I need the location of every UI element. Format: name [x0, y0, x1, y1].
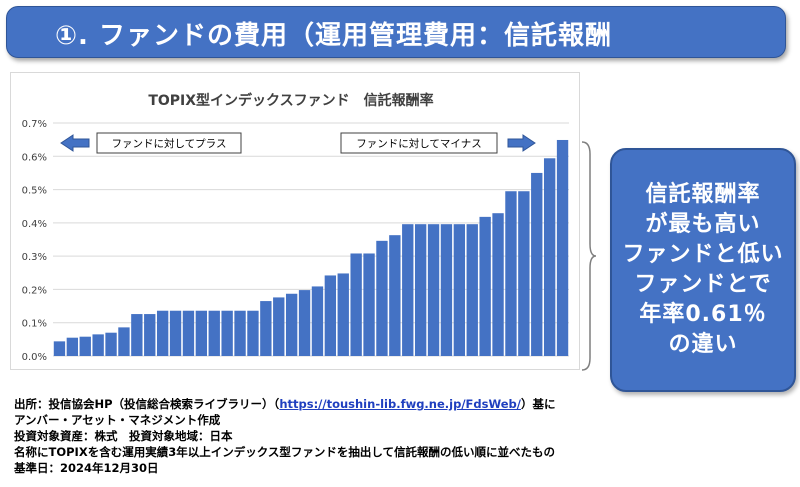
bar [260, 301, 272, 356]
source-link[interactable]: https://toushin-lib.fwg.ne.jp/FdsWeb/ [279, 397, 521, 411]
y-tick-label: 0.4% [22, 219, 47, 230]
bar [543, 158, 556, 356]
bar [350, 253, 362, 356]
chart-area: TOPIX型インデックスファンド 信託報酬率 0.0% 0.1% 0.2% 0.3% 0.… [10, 72, 580, 370]
date-note: 基準日：2024年12月30日 [14, 461, 159, 475]
bar [195, 310, 208, 356]
bar [311, 286, 324, 356]
chart-title: TOPIX型インデックスファンド 信託報酬率 [148, 92, 433, 109]
y-tick-label: 0.7% [22, 119, 47, 130]
title-banner: ①. ファンドの費用（運用管理費用：信託報酬 [6, 6, 786, 58]
bar [556, 139, 569, 356]
bar [337, 273, 349, 356]
bar [453, 224, 466, 356]
bar [285, 293, 298, 356]
bar [92, 334, 104, 356]
left-arrow-icon [60, 134, 90, 152]
bar [234, 310, 246, 356]
author-note: アンバー・アセット・マネジメント作成 [14, 413, 221, 427]
bar [208, 310, 220, 356]
bar [531, 172, 543, 356]
source-prefix: 出所：投信協会HP（投信総合検索ライブラリー）（ [14, 397, 280, 411]
scope-note: 投資対象資産：株式 投資対象地域：日本 [14, 429, 233, 443]
bar [324, 275, 337, 356]
source-note: 出所：投信協会HP（投信総合検索ライブラリー）（https://toushin-… [14, 396, 555, 412]
bar [389, 235, 401, 356]
left-annotation-box [96, 132, 242, 154]
bar [169, 310, 182, 356]
bar [79, 336, 91, 356]
bar [479, 216, 491, 356]
bar-chart: TOPIX型インデックスファンド 信託報酬率 0.0% 0.1% 0.2% 0.3% 0.… [22, 92, 569, 363]
bar [247, 310, 259, 356]
bar [144, 314, 156, 356]
y-tick-label: 0.1% [22, 319, 47, 330]
right-annotation-label: ファンドに対してマイナス [356, 137, 481, 150]
method-note: 名称にTOPIXを含む運用実績3年以上インデックス型ファンドを抽出して信託報酬の… [14, 445, 556, 459]
bar [363, 253, 375, 356]
right-arrow-icon [507, 134, 536, 152]
bar [118, 327, 130, 356]
bar [402, 224, 414, 356]
right-annotation-box [340, 132, 498, 154]
bar [221, 310, 233, 356]
bar [298, 290, 311, 356]
bar [273, 297, 285, 356]
left-annotation-label: ファンドに対してプラス [112, 137, 227, 150]
y-tick-label: 0.6% [22, 152, 47, 163]
bar [131, 314, 143, 356]
source-suffix: ）基に [520, 397, 556, 411]
summary-callout: 信託報酬率 が最も高い ファンドと低い ファンドとで 年率0.61％ の違い [610, 148, 796, 392]
bar [518, 191, 530, 356]
footnotes: 出所：投信協会HP（投信総合検索ライブラリー）（https://toushin-… [14, 396, 555, 476]
bar [376, 240, 388, 356]
bar [53, 341, 66, 356]
brace-icon [581, 141, 597, 371]
bar [492, 213, 504, 356]
y-tick-label: 0.3% [22, 252, 47, 263]
bar [440, 224, 453, 356]
bar [105, 332, 117, 356]
y-tick-label: 0.5% [22, 186, 47, 197]
bar [182, 310, 195, 356]
y-tick-label: 0.2% [22, 285, 47, 296]
page-title: ①. ファンドの費用（運用管理費用：信託報酬 [55, 21, 612, 51]
y-tick-label: 0.0% [22, 352, 47, 363]
bar [156, 310, 169, 356]
callout-text: 信託報酬率 が最も高い ファンドと低い ファンドとで 年率0.61％ の違い [622, 182, 784, 357]
bar [66, 337, 79, 356]
bar [466, 224, 478, 356]
bar [414, 224, 427, 356]
bar [505, 191, 517, 356]
bar [427, 224, 440, 356]
